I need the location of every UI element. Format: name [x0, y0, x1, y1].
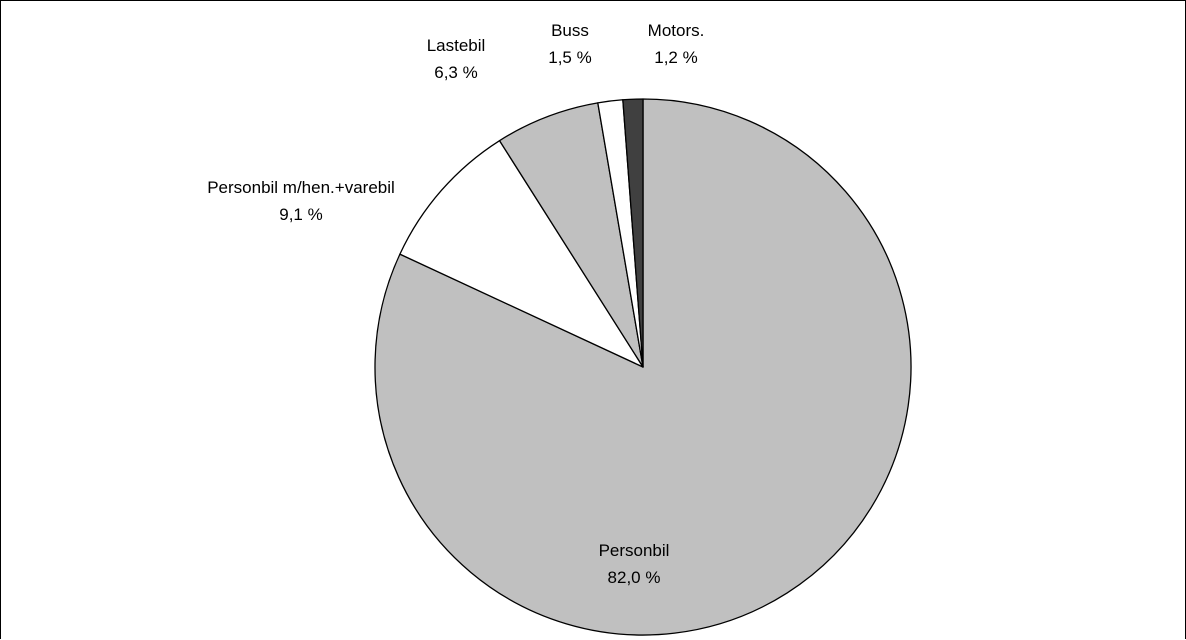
- slice-label-name: Motors.: [648, 21, 705, 40]
- slice-labels: Personbil 82,0 % Personbil m/hen.+varebil 9…: [207, 21, 704, 587]
- slice-label: Buss 1,5 %: [548, 21, 591, 67]
- slice-label: Lastebil 6,3 %: [427, 36, 486, 82]
- slice-label: Personbil m/hen.+varebil 9,1 %: [207, 178, 395, 224]
- slice-label-value: 1,5 %: [548, 48, 591, 67]
- pie-slices: [374, 98, 912, 636]
- slice-label: Personbil 82,0 %: [599, 541, 670, 587]
- slice-label: Motors. 1,2 %: [648, 21, 705, 67]
- slice-label-name: Personbil: [599, 541, 670, 560]
- slice-label-name: Lastebil: [427, 36, 486, 55]
- slice-label-value: 6,3 %: [434, 63, 477, 82]
- slice-label-value: 82,0 %: [608, 568, 661, 587]
- pie-slice-personbil-m-hen-varebil: [399, 139, 644, 368]
- pie-slice-motors: [622, 98, 644, 368]
- slice-label-name: Personbil m/hen.+varebil: [207, 178, 395, 197]
- slice-label-value: 9,1 %: [279, 205, 322, 224]
- slice-label-name: Buss: [551, 21, 589, 40]
- slice-label-value: 1,2 %: [654, 48, 697, 67]
